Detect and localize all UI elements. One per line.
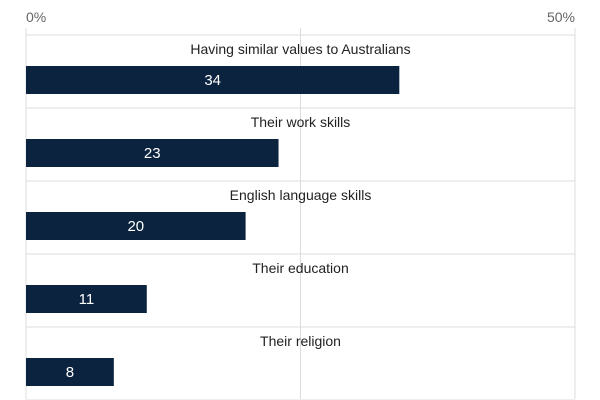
value-label: 8 bbox=[66, 364, 74, 381]
value-label: 23 bbox=[144, 145, 161, 162]
bar bbox=[26, 358, 114, 386]
separators bbox=[26, 34, 575, 400]
category-label: Having similar values to Australians bbox=[190, 41, 410, 57]
category-label: Their religion bbox=[260, 333, 341, 349]
axis-ticks: 0% 50% bbox=[26, 9, 575, 25]
bars bbox=[26, 66, 400, 386]
value-label: 20 bbox=[127, 218, 144, 235]
value-labels: 34 23 20 11 8 bbox=[66, 72, 221, 381]
value-label: 34 bbox=[204, 72, 221, 89]
x-tick-label: 0% bbox=[26, 9, 46, 25]
category-label: Their education bbox=[252, 260, 349, 276]
category-label: Their work skills bbox=[251, 114, 351, 130]
category-label: English language skills bbox=[230, 187, 372, 203]
value-label: 11 bbox=[79, 291, 95, 308]
category-labels: Having similar values to Australians Thei… bbox=[190, 41, 410, 349]
bar bbox=[26, 66, 400, 94]
bar bbox=[26, 139, 279, 167]
x-tick-label: 50% bbox=[547, 9, 575, 25]
bar bbox=[26, 212, 246, 240]
bar bbox=[26, 285, 147, 313]
